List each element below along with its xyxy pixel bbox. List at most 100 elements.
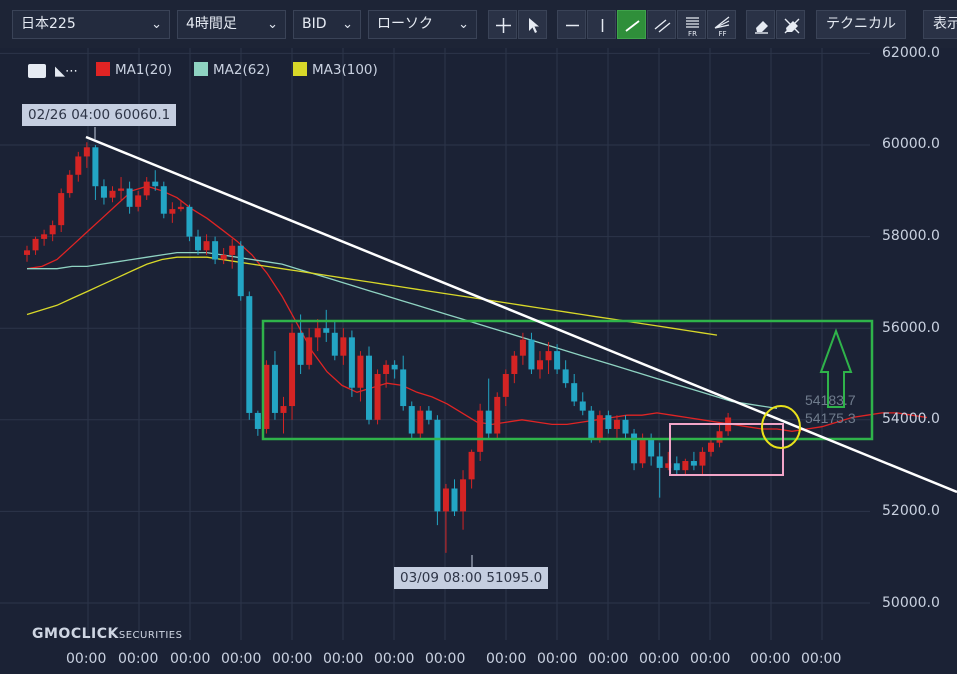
fibonacci-fan-icon: FF: [714, 16, 730, 38]
candle-body: [665, 463, 672, 468]
candle-body: [366, 355, 372, 420]
crosshair-icon: [496, 18, 511, 33]
candle-body: [135, 195, 142, 207]
breakout-circle: [761, 405, 801, 449]
x-tick-label: 00:00: [537, 651, 578, 667]
y-tick-label: 62000.0: [882, 45, 940, 61]
legend-swatch-ma3: [293, 62, 307, 76]
legend-swatch-ma1: [96, 62, 110, 76]
candle-body: [613, 419, 620, 429]
x-tick-label: 00:00: [639, 651, 680, 667]
delete-all-drawings-button[interactable]: [776, 10, 805, 39]
y-tick-label: 60000.0: [882, 136, 940, 152]
candle-body: [331, 332, 338, 356]
up-arrow: [819, 328, 853, 408]
y-tick-label: 54000.0: [882, 411, 940, 427]
x-tick-label: 00:00: [690, 651, 731, 667]
fibonacci-fan-button[interactable]: FF: [707, 10, 736, 39]
cursor-arrow-icon: [529, 18, 539, 33]
candlesticks: [24, 142, 732, 553]
candle-body: [169, 209, 176, 214]
candle-body: [442, 488, 449, 512]
chart-toolbar: 日本225 ⌄ 4時間足 ⌄ BID ⌄ ローソク ⌄ FR FF: [0, 0, 957, 48]
timeframe-select[interactable]: 4時間足 ⌄: [177, 10, 286, 39]
ma-line-1: [26, 185, 928, 432]
candle-body: [24, 250, 30, 255]
candle-body: [75, 156, 82, 175]
candle-body: [648, 438, 655, 457]
candle-body: [297, 332, 304, 365]
vertical-line-icon: [601, 19, 604, 32]
candle-body: [605, 415, 612, 429]
chevron-down-icon: ⌄: [267, 17, 278, 32]
candle-body: [545, 351, 552, 361]
eraser-icon: [755, 21, 768, 34]
candle-body: [340, 337, 347, 356]
chevron-down-icon: ⌄: [151, 17, 162, 32]
candle-body: [408, 406, 415, 434]
candle-body: [502, 374, 509, 397]
candle-body: [246, 296, 253, 413]
candle-body: [186, 206, 193, 237]
technical-button[interactable]: テクニカル: [816, 10, 906, 39]
legend-item-ma3[interactable]: MA3(100): [293, 62, 378, 78]
chevron-down-icon: ⌄: [458, 17, 469, 32]
candle-body: [374, 374, 381, 420]
candle-body: [177, 206, 184, 210]
broker-logo-main: GMOCLICK: [32, 626, 119, 642]
comment-icon[interactable]: [28, 64, 46, 78]
focus-box: [669, 423, 784, 476]
chart-style-select[interactable]: ローソク ⌄: [368, 10, 477, 39]
x-tick-label: 00:00: [425, 651, 466, 667]
trend-line-button[interactable]: [617, 10, 646, 39]
legend-item-ma1[interactable]: MA1(20): [96, 62, 172, 78]
price-side-value: BID: [302, 16, 327, 32]
candle-body: [656, 456, 663, 468]
candle-body: [639, 438, 646, 464]
candle-body: [468, 451, 475, 480]
y-tick-label: 56000.0: [882, 320, 940, 336]
display-button[interactable]: 表示: [923, 10, 957, 39]
candle-body: [280, 406, 287, 413]
grid-lines: [0, 48, 870, 640]
candle-body: [425, 410, 432, 420]
candle-body: [220, 254, 227, 260]
candle-body: [631, 433, 638, 464]
trend-line-icon: [625, 20, 640, 32]
candle-body: [519, 339, 526, 356]
pointer-button[interactable]: [518, 10, 547, 39]
candle-body: [357, 355, 364, 388]
symbol-select[interactable]: 日本225 ⌄: [12, 10, 170, 39]
x-tick-label: 00:00: [170, 651, 211, 667]
delete-all-icon: [784, 18, 800, 34]
candle-body: [485, 410, 492, 434]
candle-body: [306, 337, 313, 365]
candle-body: [494, 396, 501, 434]
candle-body: [579, 401, 586, 411]
candle-body: [41, 234, 48, 239]
candle-body: [271, 364, 278, 413]
candle-body: [118, 188, 125, 191]
eraser-button[interactable]: [746, 10, 775, 39]
legend-item-ma2[interactable]: MA2(62): [194, 62, 270, 78]
ma2-value-label: 54175.3: [805, 410, 856, 426]
horizontal-line-button[interactable]: [557, 10, 586, 39]
fibonacci-retracement-button[interactable]: FR: [677, 10, 706, 39]
ma-line-3: [26, 256, 718, 336]
candle-body: [673, 463, 680, 471]
price-chart[interactable]: 54183.7 54175.3: [0, 48, 957, 674]
candle-body: [417, 410, 424, 434]
chart-style-value: ローソク: [377, 16, 433, 32]
parallel-line-button[interactable]: [647, 10, 676, 39]
chevron-down-icon: ⌄: [342, 17, 353, 32]
candle-body: [49, 225, 56, 235]
fibonacci-retracement-label: FR: [688, 30, 697, 38]
candle-body: [690, 461, 697, 466]
crosshair-button[interactable]: [488, 10, 517, 39]
drawing-visibility-icon[interactable]: ◣⋯: [55, 64, 78, 79]
price-side-select[interactable]: BID ⌄: [293, 10, 361, 39]
vertical-line-button[interactable]: [587, 10, 616, 39]
candle-body: [237, 245, 244, 297]
candle-body: [434, 419, 441, 512]
candle-body: [126, 188, 133, 207]
